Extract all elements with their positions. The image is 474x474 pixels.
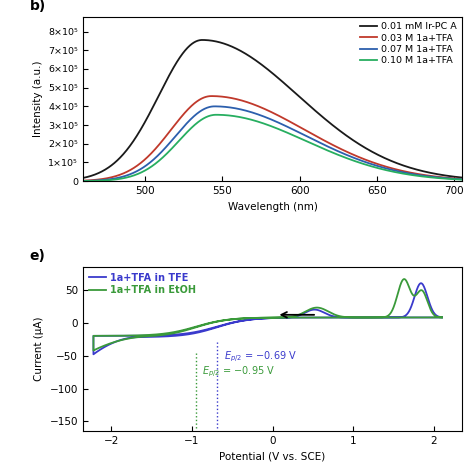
Text: $E_{p/2}$ = −0.69 V: $E_{p/2}$ = −0.69 V [224,349,297,364]
0.03 M 1a+TFA [80,178,86,183]
0.03 M 1a+TFA [316,135,321,140]
1a+TFA in TFE [360,315,365,320]
1a+TFA in TFE [426,298,431,303]
Text: b): b) [30,0,46,13]
Line: 0.10 M 1a+TFA: 0.10 M 1a+TFA [83,115,470,181]
1a+TFA in EtOH [401,276,407,282]
0.01 mM Ir-PC A [327,120,333,126]
Line: 1a+TFA in EtOH: 1a+TFA in EtOH [93,279,442,350]
1a+TFA in TFE [439,314,445,320]
0.10 M 1a+TFA [80,178,86,184]
0.07 M 1a+TFA [212,103,218,109]
0.07 M 1a+TFA [414,172,419,178]
Line: 1a+TFA in TFE: 1a+TFA in TFE [93,283,442,354]
Legend: 0.01 mM Ir-PC A, 0.03 M 1a+TFA, 0.07 M 1a+TFA, 0.10 M 1a+TFA: 0.01 mM Ir-PC A, 0.03 M 1a+TFA, 0.07 M 1… [356,18,460,69]
Legend: 1a+TFA in TFE, 1a+TFA in EtOH: 1a+TFA in TFE, 1a+TFA in EtOH [85,269,200,299]
1a+TFA in EtOH [91,347,96,353]
0.10 M 1a+TFA [374,165,380,171]
0.07 M 1a+TFA [467,177,473,182]
1a+TFA in EtOH [426,302,431,308]
Text: e): e) [30,249,46,263]
Line: 0.07 M 1a+TFA: 0.07 M 1a+TFA [83,106,470,181]
1a+TFA in EtOH [351,315,356,320]
1a+TFA in TFE [418,281,424,286]
0.10 M 1a+TFA [213,112,219,118]
0.10 M 1a+TFA [104,177,109,183]
0.01 mM Ir-PC A [316,110,321,116]
0.07 M 1a+TFA [316,139,321,145]
1a+TFA in TFE [142,334,147,340]
0.01 mM Ir-PC A [199,37,205,43]
1a+TFA in TFE [439,315,445,320]
0.01 mM Ir-PC A [467,175,473,181]
X-axis label: Potential (V vs. SCE): Potential (V vs. SCE) [219,452,326,462]
1a+TFA in TFE [91,351,96,357]
0.03 M 1a+TFA [327,141,333,146]
1a+TFA in TFE [172,333,177,339]
1a+TFA in EtOH [439,315,445,320]
0.03 M 1a+TFA [305,129,311,135]
0.01 mM Ir-PC A [305,101,311,107]
1a+TFA in EtOH [142,334,147,339]
0.01 mM Ir-PC A [414,167,419,173]
0.10 M 1a+TFA [467,177,473,183]
1a+TFA in TFE [318,315,324,320]
Y-axis label: Intensity (a.u.): Intensity (a.u.) [33,61,43,137]
0.01 mM Ir-PC A [104,166,109,172]
0.01 mM Ir-PC A [80,175,86,181]
0.10 M 1a+TFA [305,139,311,145]
0.07 M 1a+TFA [305,134,311,140]
0.07 M 1a+TFA [104,177,109,182]
0.03 M 1a+TFA [467,176,473,182]
0.03 M 1a+TFA [414,171,419,177]
0.03 M 1a+TFA [104,175,109,181]
Line: 0.03 M 1a+TFA: 0.03 M 1a+TFA [83,96,470,181]
0.03 M 1a+TFA [209,93,214,99]
X-axis label: Wavelength (nm): Wavelength (nm) [228,201,318,211]
0.10 M 1a+TFA [327,149,333,155]
0.01 mM Ir-PC A [374,152,380,157]
0.10 M 1a+TFA [414,173,419,179]
0.07 M 1a+TFA [80,178,86,184]
1a+TFA in EtOH [360,315,365,320]
0.07 M 1a+TFA [374,163,380,169]
Line: 0.01 mM Ir-PC A: 0.01 mM Ir-PC A [83,40,470,178]
Text: $E_{p/2}$ = −0.95 V: $E_{p/2}$ = −0.95 V [201,365,274,379]
0.03 M 1a+TFA [374,161,380,167]
Y-axis label: Current (μA): Current (μA) [34,317,44,381]
1a+TFA in EtOH [172,330,177,336]
1a+TFA in EtOH [318,315,324,320]
1a+TFA in TFE [351,315,356,320]
0.10 M 1a+TFA [316,144,321,149]
1a+TFA in EtOH [439,315,445,320]
0.07 M 1a+TFA [327,145,333,150]
